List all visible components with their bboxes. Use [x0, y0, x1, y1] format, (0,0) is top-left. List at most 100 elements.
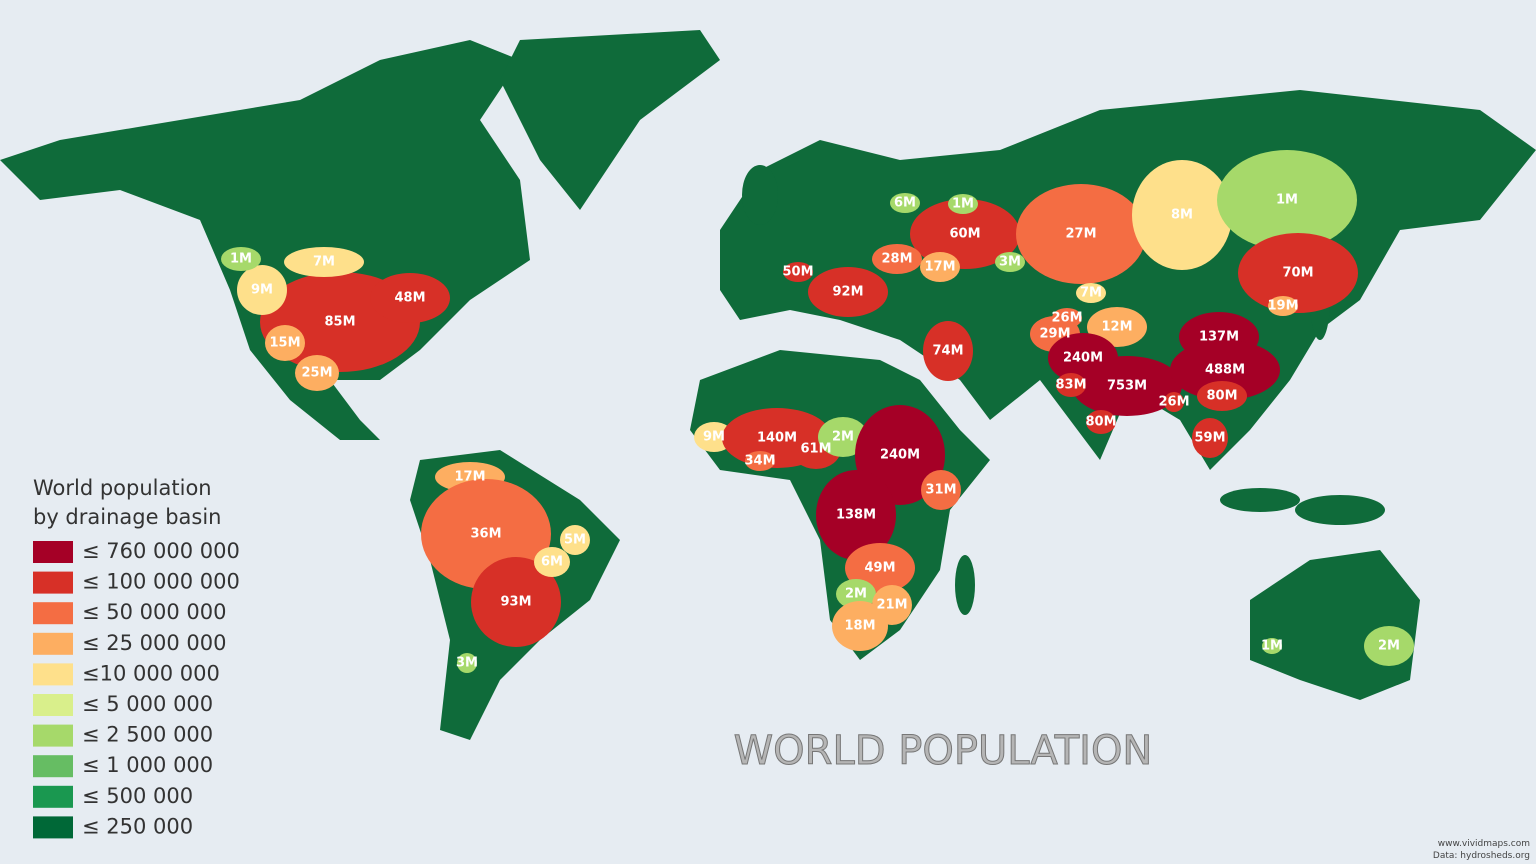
indonesia — [1220, 488, 1300, 512]
basin — [1164, 392, 1184, 412]
legend-label: ≤ 760 000 000 — [82, 539, 240, 563]
basin-label: 15M — [269, 336, 300, 351]
legend-swatch — [33, 724, 73, 747]
basin — [1238, 233, 1358, 313]
basin-label: 17M — [454, 470, 485, 485]
basin-label: 49M — [864, 561, 895, 576]
madagascar — [955, 555, 975, 615]
basin — [1262, 638, 1282, 654]
basin-label: 9M — [703, 430, 725, 445]
basin — [872, 244, 922, 274]
basin — [237, 265, 287, 315]
basin-label: 5M — [564, 533, 586, 548]
basin — [890, 193, 920, 213]
basins — [221, 150, 1414, 673]
legend-swatch — [33, 632, 73, 655]
legend-swatch — [33, 785, 73, 808]
basin-label: 36M — [470, 527, 501, 542]
basin — [1076, 283, 1106, 303]
basin-label: 18M — [844, 619, 875, 634]
basin — [1170, 340, 1280, 400]
map-title: WORLD POPULATION — [734, 728, 1153, 774]
basin-label: 80M — [1206, 389, 1237, 404]
basin-label: 240M — [880, 448, 920, 463]
basin-label: 61M — [800, 442, 831, 457]
basin-label: 1M — [230, 252, 252, 267]
basin-label: 9M — [251, 283, 273, 298]
basin — [1132, 160, 1232, 270]
basin-label: 1M — [1276, 193, 1298, 208]
basin — [457, 653, 477, 673]
basin-label: 7M — [313, 255, 335, 270]
basin — [836, 579, 876, 609]
credit: Data: hydrosheds.org — [1433, 851, 1530, 861]
basin-label: 2M — [832, 430, 854, 445]
basin-label: 60M — [949, 227, 980, 242]
basin — [808, 267, 888, 317]
basin — [284, 247, 364, 277]
basin-label: 59M — [1194, 431, 1225, 446]
credit: www.vividmaps.com — [1438, 839, 1530, 849]
basin-label: 3M — [999, 255, 1021, 270]
basin-label: 27M — [1065, 227, 1096, 242]
basin-label: 753M — [1107, 379, 1147, 394]
legend-swatch — [33, 571, 73, 594]
basin — [1217, 150, 1357, 250]
basin-label: 19M — [1267, 299, 1298, 314]
basin-label: 137M — [1199, 330, 1239, 345]
basin — [370, 273, 450, 323]
basin — [295, 355, 339, 391]
basin — [923, 321, 973, 381]
basin-label: 140M — [757, 431, 797, 446]
legend-swatch — [33, 694, 73, 716]
basin-label: 138M — [836, 508, 876, 523]
basin — [832, 601, 888, 651]
legend-title: by drainage basin — [33, 505, 222, 529]
legend-label: ≤ 25 000 000 — [82, 631, 227, 655]
basin-label: 92M — [832, 285, 863, 300]
basin — [995, 252, 1025, 272]
basin-label: 85M — [324, 315, 355, 330]
basin-label: 26M — [1158, 395, 1189, 410]
basin-label: 28M — [881, 252, 912, 267]
legend: World population by drainage basin ≤ 760… — [33, 476, 240, 839]
basin-label: 70M — [1282, 266, 1313, 281]
basin-label: 21M — [876, 598, 907, 613]
basin — [1268, 296, 1298, 316]
legend-label: ≤ 2 500 000 — [82, 723, 213, 747]
basin-label: 31M — [925, 483, 956, 498]
basin-label: 2M — [1378, 639, 1400, 654]
legend-label: ≤ 100 000 000 — [82, 570, 240, 594]
basin-label: 12M — [1101, 320, 1132, 335]
basin — [818, 417, 868, 457]
basin — [910, 199, 1020, 269]
legend-label: ≤ 1 000 000 — [82, 753, 213, 777]
legend-label: ≤ 5 000 000 — [82, 692, 213, 716]
basin-label: 7M — [1080, 286, 1102, 301]
basin — [816, 470, 896, 560]
legend-label: ≤10 000 000 — [82, 661, 220, 685]
basin-label: 93M — [500, 595, 531, 610]
britain — [742, 165, 778, 225]
basin — [1086, 410, 1116, 434]
basin-label: 240M — [1063, 351, 1103, 366]
basin — [1056, 373, 1086, 397]
basin-label: 2M — [845, 587, 867, 602]
basin-label: 83M — [1055, 378, 1086, 393]
basin-label: 1M — [1261, 639, 1283, 654]
basin — [265, 325, 305, 361]
basin-label: 26M — [1051, 311, 1082, 326]
basin-label: 6M — [541, 555, 563, 570]
legend-title: World population — [33, 476, 212, 500]
legend-swatch — [33, 755, 73, 778]
basin — [745, 451, 775, 471]
basin — [1072, 356, 1182, 416]
basin — [1016, 184, 1146, 284]
basin — [948, 194, 978, 214]
basin — [921, 470, 961, 510]
basin — [221, 247, 261, 271]
basin-label: 3M — [456, 656, 478, 671]
legend-swatch — [33, 602, 73, 625]
